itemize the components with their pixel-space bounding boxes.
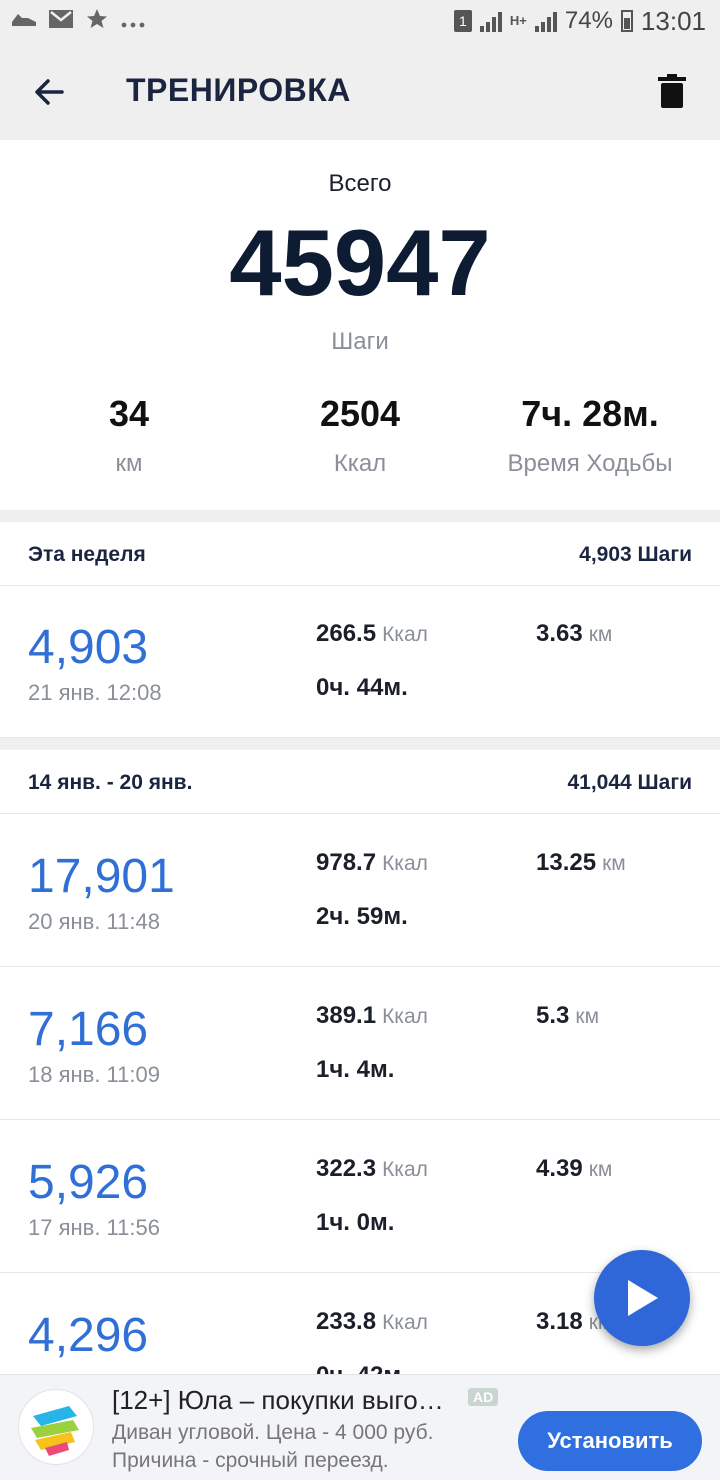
row-date: 18 янв. 11:09 — [28, 1062, 160, 1087]
summary-label: Всего — [328, 170, 392, 197]
row-calories-value: 266.5 — [316, 620, 377, 647]
row-distance-unit: км — [588, 1158, 613, 1181]
row-calories: 322.3 Ккал — [316, 1155, 428, 1183]
row-distance-unit: км — [575, 1005, 599, 1028]
row-steps: 17,901 — [28, 850, 175, 903]
stat-calories-value: 2504 — [319, 393, 401, 434]
back-arrow-icon — [35, 79, 64, 105]
group-title: Эта неделя — [28, 543, 146, 566]
row-calories-unit: Ккал — [382, 1158, 428, 1181]
row-calories-unit: Ккал — [382, 623, 428, 646]
group-total: 41,044 Шаги — [567, 771, 692, 794]
stat-walk-time-label: Время Ходьбы — [507, 450, 673, 477]
row-steps: 5,926 — [28, 1156, 149, 1209]
ad-description-line-1: Диван угловой. Цена - 4 000 руб. — [112, 1421, 434, 1444]
page-title: ТРЕНИРОВКА — [126, 72, 351, 108]
summary-card: Всего 45947 Шаги 34 км 2504 Ккал 7ч. 28м… — [0, 140, 720, 510]
group-total: 4,903 Шаги — [579, 543, 692, 566]
row-steps: 4,296 — [28, 1309, 149, 1362]
row-calories-value: 389.1 — [316, 1002, 377, 1029]
stat-distance-value: 34 — [108, 393, 150, 434]
row-steps: 7,166 — [28, 1003, 149, 1056]
battery-icon — [620, 10, 633, 32]
status-left-icons — [10, 7, 146, 38]
row-duration: 2ч. 59м. — [316, 903, 408, 930]
row-distance-value: 3.63 — [536, 620, 583, 647]
network-icon: H+ — [509, 13, 527, 28]
workout-row[interactable]: 5,926 17 янв. 11:56 322.3 Ккал 1ч. 0м. 4.… — [0, 1121, 720, 1273]
install-button[interactable]: Установить — [518, 1411, 702, 1471]
stat-walk-time: 7ч. 28м. Время Ходьбы — [470, 392, 710, 478]
row-distance-value: 5.3 — [536, 1002, 570, 1029]
row-calories-value: 978.7 — [316, 849, 377, 876]
row-calories-value: 322.3 — [316, 1155, 377, 1182]
row-calories-unit: Ккал — [382, 1311, 428, 1334]
start-workout-button[interactable] — [594, 1250, 690, 1346]
stat-distance-label: км — [115, 450, 143, 477]
row-duration: 1ч. 4м. — [316, 1056, 395, 1083]
row-distance: 4.39 км — [536, 1155, 612, 1183]
row-calories-value: 233.8 — [316, 1308, 377, 1335]
signal-icon-2 — [534, 10, 557, 32]
ad-title: [12+] Юла – покупки выго… — [112, 1385, 444, 1415]
row-calories: 978.7 Ккал — [316, 849, 428, 877]
delete-button[interactable] — [646, 66, 698, 118]
stat-calories: 2504 Ккал — [240, 392, 480, 478]
row-steps: 4,903 — [28, 621, 149, 674]
section-divider — [0, 738, 720, 750]
clock: 13:01 — [640, 6, 706, 36]
stat-distance: 34 км — [9, 392, 249, 478]
ad-banner[interactable]: [12+] Юла – покупки выго… AD Диван углов… — [0, 1374, 720, 1480]
group-header-week: 14 янв. - 20 янв. 41,044 Шаги — [0, 750, 720, 814]
row-distance-value: 3.18 — [536, 1308, 583, 1335]
row-distance: 5.3 км — [536, 1002, 599, 1030]
row-calories-unit: Ккал — [382, 852, 428, 875]
ad-description-line-2: Причина - срочный переезд. — [112, 1449, 389, 1472]
workout-row[interactable]: 7,166 18 янв. 11:09 389.1 Ккал 1ч. 4м. 5.… — [0, 968, 720, 1120]
row-distance-unit: км — [588, 623, 613, 646]
row-calories: 389.1 Ккал — [316, 1002, 428, 1030]
ad-badge: AD — [468, 1388, 499, 1406]
status-right-icons: 1 H+ 74% 13:01 — [453, 6, 706, 36]
row-date: 20 янв. 11:48 — [28, 909, 160, 934]
row-calories-unit: Ккал — [382, 1005, 428, 1028]
group-header-this-week: Эта неделя 4,903 Шаги — [0, 522, 720, 586]
row-date: 17 янв. 11:56 — [28, 1215, 160, 1240]
row-distance-value: 4.39 — [536, 1155, 583, 1182]
row-distance: 13.25 км — [536, 849, 626, 877]
group-title: 14 янв. - 20 янв. — [28, 771, 193, 794]
total-steps-unit: Шаги — [331, 328, 389, 355]
more-icon — [120, 9, 146, 37]
row-distance: 3.63 км — [536, 620, 612, 648]
stat-calories-label: Ккал — [333, 450, 387, 477]
signal-icon — [479, 10, 502, 32]
ad-app-logo — [18, 1389, 94, 1465]
status-bar: 1 H+ 74% 13:01 — [0, 0, 720, 44]
row-duration: 1ч. 0м. — [316, 1209, 395, 1236]
star-icon — [84, 7, 110, 38]
row-distance-unit: км — [602, 852, 626, 875]
total-steps: 45947 — [229, 210, 491, 315]
shoe-icon — [10, 8, 38, 37]
app-bar: ТРЕНИРОВКА — [0, 44, 720, 140]
battery-percent: 74% — [564, 7, 613, 34]
sim-icon: 1 — [453, 10, 472, 32]
row-calories: 266.5 Ккал — [316, 620, 428, 648]
row-duration: 0ч. 44м. — [316, 674, 408, 701]
row-date: 21 янв. 12:08 — [28, 680, 162, 705]
row-calories: 233.8 Ккал — [316, 1308, 428, 1336]
workout-row[interactable]: 17,901 20 янв. 11:48 978.7 Ккал 2ч. 59м. … — [0, 815, 720, 967]
trash-icon — [658, 74, 686, 108]
row-distance-value: 13.25 — [536, 849, 597, 876]
section-divider — [0, 510, 720, 522]
stat-walk-time-value: 7ч. 28м. — [521, 393, 659, 434]
back-button[interactable] — [24, 66, 76, 118]
gmail-icon — [48, 8, 74, 37]
play-icon — [628, 1280, 658, 1316]
workout-row[interactable]: 4,903 21 янв. 12:08 266.5 Ккал 0ч. 44м. 3… — [0, 586, 720, 738]
